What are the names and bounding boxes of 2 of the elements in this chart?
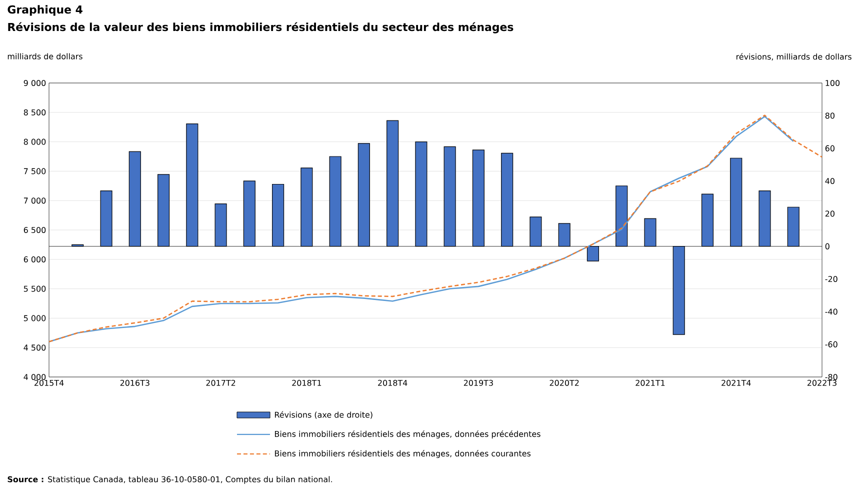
chart-title: Graphique 4 xyxy=(8,5,82,16)
chart-subtitle: Révisions de la valeur des biens immobiliers résidentiels du secteur des ménages xyxy=(8,22,514,34)
